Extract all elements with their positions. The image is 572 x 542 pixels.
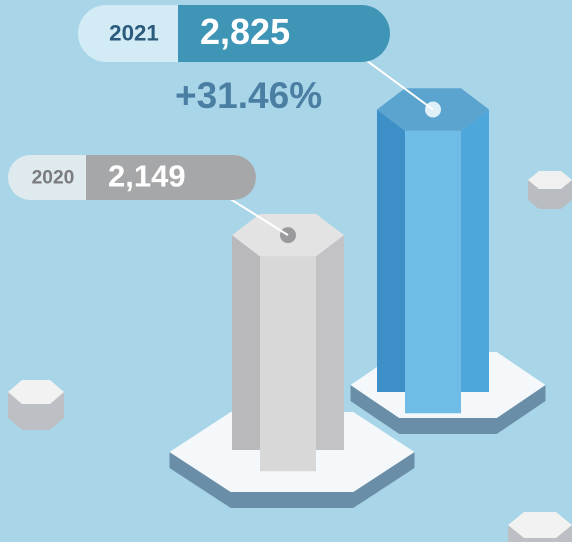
pillar [232,213,344,472]
deco-block-side [508,525,572,542]
decorations [8,171,572,542]
platform-side [350,385,546,434]
labels: 2021 2,825 2020 2,149 +31.46% [8,5,434,236]
year-label: 2021 [109,20,159,45]
deco-block-side [8,392,64,430]
pill-right [178,5,390,62]
growth-annotation: +31.46% [175,75,322,116]
deco-block-top [528,171,572,189]
deco-block-top [508,512,572,538]
pillar-face [260,256,316,472]
pillar-face [461,109,489,392]
pillars [169,88,546,508]
value-label: 2,825 [200,11,290,52]
deco-block-top [8,380,64,404]
value-label: 2,149 [108,159,186,194]
deco-block-side [528,180,572,209]
pillar-face [377,109,405,392]
pillar-face [405,130,461,414]
pillar-face [316,235,344,450]
pillar [377,88,489,414]
pill-right [86,155,256,200]
pillar-face [232,235,260,450]
year-label: 2020 [32,168,75,189]
platform-side [169,452,415,508]
